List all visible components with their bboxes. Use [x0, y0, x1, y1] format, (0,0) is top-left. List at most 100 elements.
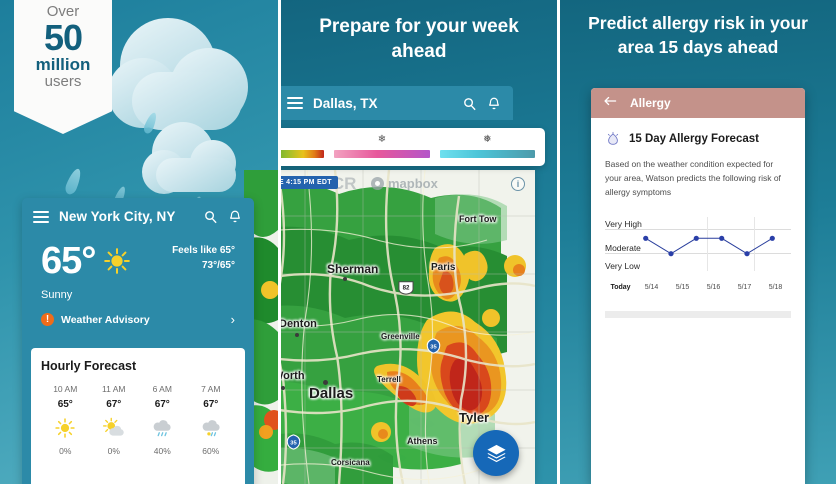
legend-gradient-mix: [334, 150, 430, 158]
hourly-temp: 67°: [154, 399, 170, 410]
map-layers-button[interactable]: [473, 430, 519, 476]
search-icon[interactable]: [203, 209, 218, 224]
route-shield-i35: 35: [425, 338, 442, 359]
notification-bell-icon[interactable]: [487, 96, 501, 111]
svg-text:82: 82: [403, 285, 410, 292]
chart-data-point: [643, 235, 649, 242]
users-badge-ribbon: Over 50 million users: [14, 0, 112, 134]
hourly-temp: 67°: [203, 399, 219, 410]
back-arrow-icon[interactable]: [603, 94, 617, 112]
hourly-precip: 40%: [153, 446, 171, 456]
allergy-body: 15 Day Allergy Forecast Based on the wea…: [591, 118, 805, 319]
chart-xlabel: 5/17: [737, 284, 752, 292]
info-icon[interactable]: i: [511, 177, 525, 191]
radar-map[interactable]: TUE 4:15 PM EDT FILECR mapbox i Sherman …: [281, 170, 535, 484]
current-conditions-card: 65° Feels like 6: [31, 235, 245, 339]
chart-ylabel-very-high: Very High: [605, 219, 642, 230]
panel2-headline: Prepare for your week ahead: [319, 16, 519, 63]
allergy-card: Allergy 15 Day Allergy Forecast Based on…: [591, 88, 805, 484]
sleet-mix-icon: ❄: [377, 134, 387, 145]
allergy-section-title: 15 Day Allergy Forecast: [629, 133, 759, 145]
map-label-dallas: Dallas: [309, 385, 354, 402]
rain-icon: [138, 416, 187, 440]
location-title: New York City, NY: [59, 209, 176, 224]
feels-like-label: Feels like 65°: [172, 245, 235, 256]
legend-gradient-rain: [281, 150, 325, 158]
chart-data-point: [719, 235, 725, 242]
notification-bell-icon[interactable]: [228, 209, 242, 224]
chart-xlabel: 5/14: [644, 284, 659, 292]
hourly-item[interactable]: 10 AM 65°: [41, 384, 90, 456]
hamburger-menu-icon[interactable]: [33, 210, 49, 223]
map-label-corsicana: Corsicana: [331, 458, 370, 467]
map-label-greenville: Greenville: [381, 332, 420, 341]
mapbox-attribution[interactable]: mapbox: [371, 176, 438, 191]
weather-app-phone-card: New York City, NY 65°: [22, 198, 254, 484]
chart-xlabel: 5/16: [706, 284, 721, 292]
route-shield-i35: 35: [285, 434, 302, 455]
ribbon-over-label: Over: [46, 3, 80, 20]
chart-data-point: [693, 235, 699, 242]
legend-item-mix[interactable]: ❄: [334, 134, 430, 158]
hourly-item[interactable]: 7 AM 67° 60%: [187, 384, 236, 456]
map-app-bar: Dallas, TX: [281, 86, 513, 120]
panel-allergy-forecast: Predict allergy risk in your area 15 day…: [560, 0, 836, 484]
allergy-app-bar: Allergy: [591, 88, 805, 118]
chart-data-point: [668, 251, 674, 257]
chart-xlabel: Today: [610, 284, 631, 292]
chart-x-axis: Today 5/14 5/15 5/16 5/17 5/18: [605, 284, 791, 291]
raindrop-icon: [63, 166, 84, 197]
ribbon-million-label: million: [35, 54, 91, 74]
hourly-precip: 60%: [202, 446, 220, 456]
hourly-time: 6 AM: [152, 384, 172, 394]
legend-gradient-snow: [439, 150, 535, 158]
sunny-icon: [41, 416, 90, 440]
map-city-dot: [295, 333, 299, 337]
hourly-item[interactable]: 6 AM 67° 40%: [138, 384, 187, 456]
map-label-fort-worth: Worth: [281, 370, 305, 382]
legend-item-rain[interactable]: 💧: [281, 134, 325, 158]
snowflake-icon: ❅: [483, 134, 492, 145]
mapbox-logo-icon: [371, 177, 384, 190]
map-city-dot: [323, 380, 328, 385]
sunny-icon: [103, 247, 131, 280]
hourly-time: 7 AM: [201, 384, 221, 394]
radar-legend: 💧 ❄ ❅: [281, 128, 545, 166]
current-temperature: 65°: [41, 240, 96, 282]
hamburger-menu-icon[interactable]: [287, 97, 303, 109]
panel-divider: [278, 0, 281, 484]
map-label-sherman: Sherman: [327, 262, 379, 276]
allergy-risk-chart: Very High Moderate Very Low Today 5/14 5…: [605, 213, 791, 291]
chart-data-point: [744, 251, 750, 257]
chart-plot: [643, 235, 775, 257]
radar-timestamp-badge: TUE 4:15 PM EDT: [281, 176, 338, 189]
map-label-denton: Denton: [281, 318, 317, 330]
map-label-tyler: Tyler: [459, 410, 490, 425]
hourly-forecast-row: 10 AM 65°: [41, 384, 235, 456]
chart-ylabel-very-low: Very Low: [605, 261, 640, 272]
allergy-title: Allergy: [630, 96, 671, 110]
partly-cloudy-icon: [90, 416, 139, 440]
rain-drop-icon: 💧: [281, 134, 283, 145]
hourly-forecast-card: Hourly Forecast 10 AM 65°: [31, 348, 245, 484]
map-label-fort-towson: Fort Tow: [459, 214, 497, 224]
hourly-precip: 0%: [107, 446, 120, 456]
ribbon-number: 50: [43, 16, 83, 58]
map-city-dot: [281, 386, 285, 390]
alert-icon: !: [41, 313, 54, 326]
search-icon[interactable]: [462, 96, 477, 111]
chart-data-point: [769, 235, 775, 242]
weather-advisory-row[interactable]: ! Weather Advisory ›: [41, 312, 235, 327]
condition-label: Sunny: [41, 289, 73, 301]
weather-advisory-label: Weather Advisory: [61, 313, 150, 326]
chart-gridlines: Very High Moderate Very Low: [605, 213, 791, 285]
svg-text:35: 35: [430, 345, 437, 351]
chart-ylabel-moderate: Moderate: [605, 243, 641, 254]
map-label-athens: Athens: [407, 436, 438, 446]
hourly-item[interactable]: 11 AM 67°: [90, 384, 139, 456]
cloud-shape: [156, 158, 236, 192]
location-title: Dallas, TX: [313, 95, 378, 111]
legend-item-snow[interactable]: ❅: [439, 134, 535, 158]
hourly-temp: 65°: [57, 399, 73, 410]
